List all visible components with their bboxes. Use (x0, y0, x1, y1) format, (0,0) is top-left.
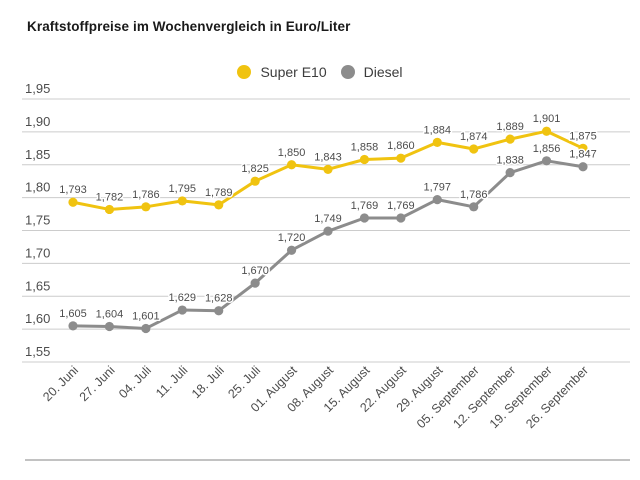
legend-dot-diesel-icon (340, 65, 355, 79)
data-label: 1,629 (169, 292, 197, 304)
data-point (141, 323, 151, 334)
data-label: 1,795 (169, 183, 197, 195)
data-label: 1,843 (314, 151, 342, 163)
data-label: 1,769 (387, 200, 415, 212)
data-point (396, 213, 406, 223)
data-point (214, 200, 224, 210)
data-point (250, 176, 260, 186)
data-point (359, 154, 370, 165)
data-point (396, 153, 406, 163)
y-tick-label: 1,85 (25, 147, 50, 162)
data-point (359, 213, 370, 223)
data-label: 1,786 (132, 189, 160, 201)
data-point (541, 126, 552, 136)
data-point (104, 204, 115, 215)
data-point (141, 202, 151, 212)
data-label: 1,786 (460, 189, 488, 201)
data-label: 1,749 (314, 213, 342, 225)
legend-label-diesel: Diesel (363, 64, 403, 80)
data-point (469, 202, 479, 212)
legend-dot-super-e10-icon (237, 65, 252, 79)
y-tick-label: 1,95 (25, 81, 50, 96)
x-tick-label: 27. Juni (77, 363, 118, 404)
x-tick-label: 20. Juni (40, 363, 81, 404)
y-tick-label: 1,75 (25, 213, 50, 228)
data-label: 1,847 (569, 149, 597, 161)
data-label: 1,858 (351, 141, 379, 153)
chart-legend: Super E10 Diesel (0, 64, 640, 80)
y-tick-label: 1,80 (25, 180, 50, 195)
data-label: 1,789 (205, 187, 233, 199)
data-point (578, 162, 588, 172)
data-label: 1,884 (424, 124, 452, 136)
data-label: 1,838 (496, 155, 524, 167)
data-label: 1,769 (351, 200, 379, 212)
data-point (250, 278, 260, 288)
data-point (286, 160, 297, 170)
data-point (323, 164, 333, 174)
data-point (578, 143, 588, 153)
data-point (177, 196, 187, 206)
data-point (323, 226, 333, 236)
data-label: 1,605 (59, 308, 87, 320)
legend-item-diesel: Diesel (340, 64, 403, 80)
data-label: 1,793 (59, 184, 87, 196)
data-label: 1,720 (278, 232, 306, 244)
data-point (469, 144, 479, 154)
series-line-diesel (71, 159, 585, 330)
data-point (68, 197, 78, 207)
y-tick-label: 1,70 (25, 245, 50, 260)
legend-item-super-e10: Super E10 (237, 64, 327, 80)
data-point (432, 137, 442, 147)
data-point (104, 321, 115, 332)
data-label: 1,628 (205, 293, 233, 305)
legend-label-super-e10: Super E10 (260, 64, 327, 80)
x-tick-label: 04. Juli (116, 363, 154, 401)
data-label: 1,874 (460, 131, 488, 143)
x-tick-label: 18. Juli (189, 363, 227, 401)
y-tick-label: 1,60 (25, 311, 50, 326)
y-tick-label: 1,90 (25, 114, 50, 129)
data-point (505, 168, 515, 178)
data-point (214, 306, 224, 316)
data-point (432, 194, 442, 205)
chart-title: Kraftstoffpreise im Wochenvergleich in E… (27, 19, 351, 34)
data-label: 1,797 (424, 182, 452, 194)
y-tick-label: 1,55 (25, 344, 50, 359)
data-label: 1,875 (569, 130, 597, 142)
data-label: 1,860 (387, 140, 415, 152)
data-label: 1,604 (96, 308, 124, 320)
data-point (68, 321, 78, 331)
data-point (541, 156, 552, 166)
data-label: 1,601 (132, 310, 160, 322)
data-point (286, 245, 297, 255)
data-label: 1,901 (533, 113, 561, 125)
data-label: 1,850 (278, 147, 306, 159)
data-label: 1,670 (241, 265, 269, 277)
y-tick-label: 1,65 (25, 278, 50, 293)
data-label: 1,825 (241, 163, 269, 175)
data-label: 1,782 (96, 191, 124, 203)
data-point (505, 134, 515, 144)
data-point (177, 305, 187, 315)
data-label: 1,889 (496, 121, 524, 133)
data-label: 1,856 (533, 143, 561, 155)
x-tick-label: 11. Juli (153, 363, 190, 400)
